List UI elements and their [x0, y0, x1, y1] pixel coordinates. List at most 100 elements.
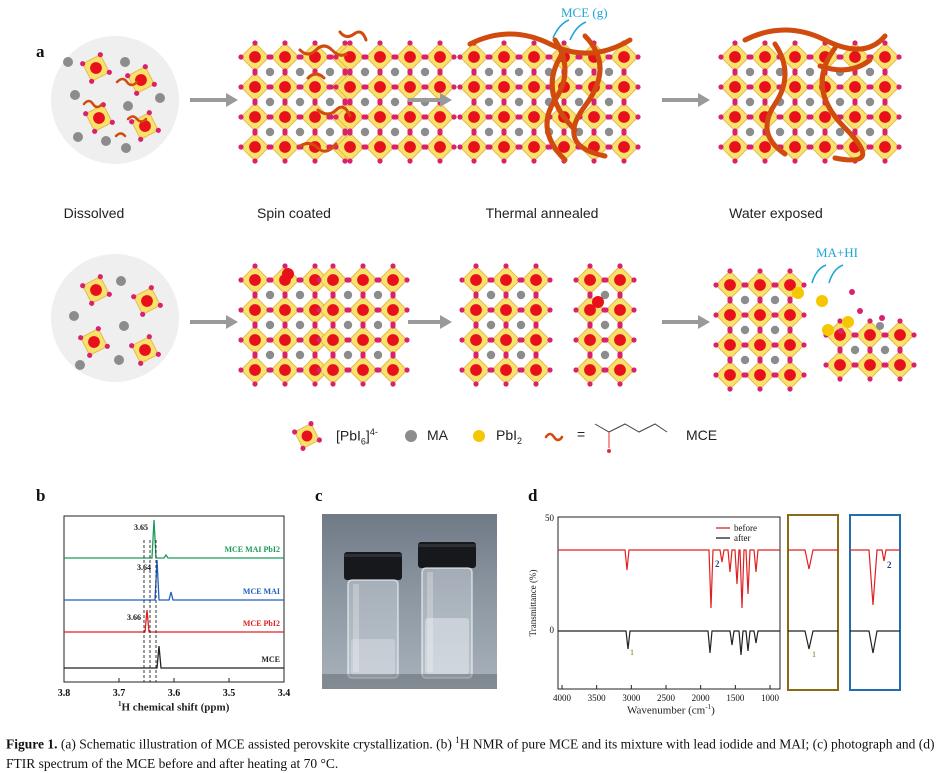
ma-cation [486, 350, 496, 360]
ma-cation [770, 295, 780, 305]
caption-text-1: (a) Schematic illustration of MCE assist… [57, 736, 456, 752]
pbi6-octahedron [346, 353, 380, 387]
ma-cation [740, 355, 750, 365]
ma-cation [295, 67, 305, 77]
pbi6-octahedron [333, 130, 367, 164]
ma-cation [265, 290, 275, 300]
mce-oxygen [607, 449, 611, 453]
ma-cation [516, 350, 526, 360]
ftir-spectrum [558, 630, 780, 656]
ma-cation [265, 127, 275, 137]
ma-cation [295, 290, 305, 300]
ma-cation [360, 127, 370, 137]
ma-cation [390, 67, 400, 77]
ftir-tick-label: 1500 [726, 693, 745, 703]
stage-label-thermal-annealed: Thermal annealed [485, 205, 599, 221]
pbi6-octahedron [489, 263, 523, 297]
ma-cation [325, 67, 335, 77]
ftir-ytick-label: 0 [550, 625, 555, 635]
pbi6-octahedron [316, 353, 350, 387]
pbi6-octahedron [713, 328, 747, 362]
ma-cation [604, 67, 614, 77]
ma-cation [265, 350, 275, 360]
ftir-tick-label: 1000 [761, 693, 780, 703]
pbi6-octahedron [838, 70, 872, 104]
pbi6-octahedron [743, 268, 777, 302]
pbi6-octahedron [838, 100, 872, 134]
ma-cation [373, 320, 383, 330]
pbi6-octahedron [457, 70, 491, 104]
pbi6-octahedron [743, 328, 777, 362]
pbi6-octahedron [292, 421, 322, 451]
stage-label-dissolved: Dissolved [63, 205, 125, 221]
legend-ma-dot [405, 430, 417, 442]
pbi6-octahedron [718, 130, 752, 164]
ma-cation [876, 322, 884, 330]
mce-molecule [544, 432, 564, 442]
inset-1-marker: 1 [812, 650, 816, 659]
pbi6-octahedron [487, 130, 521, 164]
nmr-trace-label: MCE PbI2 [243, 619, 280, 628]
gas-label-mahi: MA+HI [816, 245, 858, 260]
process-arrow-head [698, 93, 710, 107]
pbi6-octahedron [713, 298, 747, 332]
ftir-tick-label: 3500 [588, 693, 607, 703]
ma-cation [516, 290, 526, 300]
pbi6-octahedron [78, 326, 110, 358]
pbi6-octahedron [457, 100, 491, 134]
ma-cation [805, 67, 815, 77]
pbi2-particle [842, 316, 854, 328]
pbi6-octahedron [489, 323, 523, 357]
pbi6-octahedron [603, 323, 637, 357]
pbi6-octahedron [268, 100, 302, 134]
pbi6-octahedron [376, 293, 410, 327]
pbi6-octahedron [868, 130, 902, 164]
ma-cation [865, 127, 875, 137]
ma-cation [740, 295, 750, 305]
vials-illustration [322, 542, 497, 689]
ftir-frame [557, 516, 781, 690]
ftir-ylabel: Transmittance (%) [528, 570, 538, 637]
ma-cation [325, 127, 335, 137]
legend-ma-label: MA [427, 427, 448, 443]
ma-cation [486, 320, 496, 330]
panel-a-schematic [51, 19, 917, 453]
panel-c-letter: c [315, 486, 323, 505]
pbi6-octahedron [519, 263, 553, 297]
inset-2-after [850, 630, 900, 654]
pbi2-defect [282, 268, 294, 280]
gas-arrow [811, 264, 827, 284]
nmr-peak-label: 3.66 [127, 613, 141, 622]
process-arrow-head [226, 93, 238, 107]
ma-cation [604, 127, 614, 137]
nmr-peak-label: 3.65 [134, 523, 148, 532]
ma-cation [486, 290, 496, 300]
pbi6-octahedron [238, 100, 272, 134]
mce-molecule [819, 45, 866, 163]
ma-cation [514, 127, 524, 137]
ma-cation [805, 127, 815, 137]
pbi2-particle [816, 295, 828, 307]
ma-cation [123, 101, 133, 111]
process-arrow-head [698, 315, 710, 329]
ma-cation [484, 127, 494, 137]
mce-molecule [114, 132, 127, 138]
ma-cation [114, 355, 124, 365]
ma-cation [295, 97, 305, 107]
caption-text-2: H NMR of pure MCE and its mixture with l… [6, 736, 935, 771]
nmr-tick-label: 3.6 [168, 688, 181, 699]
pbi6-octahedron [487, 100, 521, 134]
pbi6-octahedron [423, 70, 457, 104]
pbi6-octahedron [778, 130, 812, 164]
pbi6-octahedron [346, 323, 380, 357]
nmr-tick-label: 3.7 [113, 688, 126, 699]
mce-molecule [764, 41, 788, 157]
legend-pbi2-label: PbI2 [496, 427, 523, 446]
ma-cation [116, 276, 126, 286]
nmr-trace [64, 645, 284, 669]
gas-label-mce: MCE (g) [561, 5, 608, 20]
ma-cation [775, 67, 785, 77]
figure-caption: Figure 1. (a) Schematic illustration of … [6, 731, 936, 773]
ftir-tick-label: 3000 [622, 693, 641, 703]
pbi6-octahedron [607, 40, 641, 74]
